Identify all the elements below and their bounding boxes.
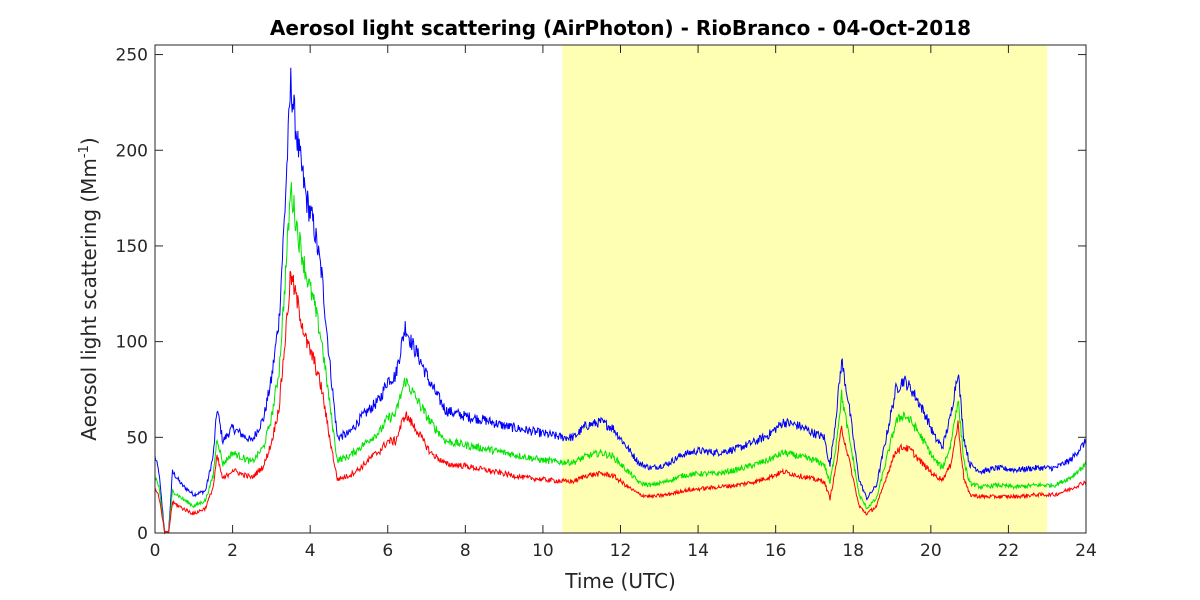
x-tick-label: 18: [842, 541, 864, 561]
y-tick-label: 150: [116, 237, 148, 257]
x-tick-label: 22: [998, 541, 1020, 561]
y-tick-label: 50: [126, 428, 148, 448]
y-tick-label: 100: [116, 333, 148, 353]
x-tick-label: 16: [765, 541, 787, 561]
x-tick-label: 10: [532, 541, 554, 561]
x-tick-label: 14: [687, 541, 709, 561]
x-axis-label: Time (UTC): [564, 569, 676, 593]
y-axis-label-main: Aerosol light scattering (Mm: [77, 158, 101, 441]
x-tick-label: 4: [305, 541, 316, 561]
x-tick-label: 8: [460, 541, 471, 561]
x-tick-label: 6: [382, 541, 393, 561]
x-tick-label: 0: [150, 541, 161, 561]
y-axis-label-superscript: -1: [77, 145, 92, 158]
series-layer: [154, 67, 1087, 535]
x-tick-label: 24: [1075, 541, 1097, 561]
series-line-1: [154, 67, 1087, 534]
x-tick-label: 2: [227, 541, 238, 561]
y-axis-label: Aerosol light scattering (Mm-1): [77, 137, 101, 440]
y-tick-label: 200: [116, 141, 148, 161]
y-axis-label-close: ): [77, 137, 101, 145]
chart-title: Aerosol light scattering (AirPhoton) - R…: [270, 16, 971, 40]
y-tick-label: 250: [116, 46, 148, 66]
x-tick-label: 12: [610, 541, 632, 561]
x-tick-label: 20: [920, 541, 942, 561]
series-line-2: [154, 182, 1087, 534]
y-tick-label: 0: [137, 524, 148, 544]
series-line-3: [154, 270, 1087, 535]
